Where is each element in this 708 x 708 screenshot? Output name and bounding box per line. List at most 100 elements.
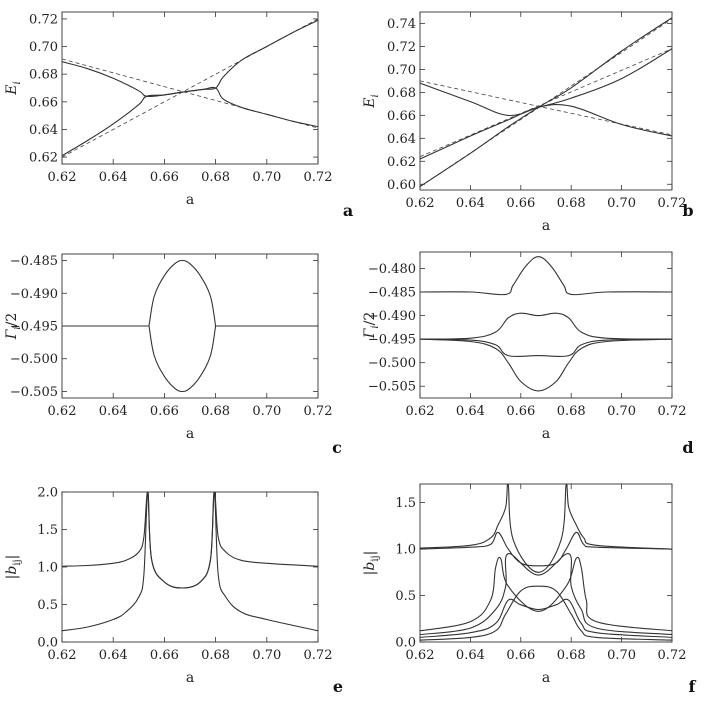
- y-tick-label-b-4: 0.68: [387, 86, 416, 101]
- series-b-E3: [420, 17, 672, 188]
- panel-label-f: f: [689, 677, 697, 696]
- series-d-upper-middle: [420, 312, 672, 340]
- y-tick-label-b-1: 0.62: [387, 155, 416, 170]
- x-tick-label-e-0: 0.62: [48, 648, 77, 663]
- x-tick-label-e-4: 0.70: [252, 648, 281, 663]
- x-tick-label-f-4: 0.70: [607, 648, 636, 663]
- x-tick-label-b-0: 0.62: [406, 196, 435, 211]
- y-axis-label-c: Γi/2: [4, 313, 23, 341]
- series-f-s3: [420, 556, 672, 632]
- x-tick-label-c-4: 0.70: [252, 404, 281, 419]
- y-tick-label-a-3: 0.68: [29, 68, 58, 83]
- y-axis-label-e: |bij|: [4, 555, 23, 580]
- y-tick-label-d-2: −0.490: [368, 309, 416, 324]
- plot-frame-a: [61, 11, 319, 165]
- x-tick-label-e-2: 0.66: [150, 648, 179, 663]
- panel-label-b: b: [682, 201, 693, 220]
- panel-d: 0.62 0.64 0.66 0.68 0.70 0.72 −0.480 −0.485 −0.4…: [362, 251, 694, 457]
- x-tick-label-e-3: 0.68: [201, 648, 230, 663]
- y-tick-label-a-5: 0.72: [29, 12, 58, 27]
- y-tick-label-a-4: 0.70: [29, 40, 58, 55]
- series-c-lower-branch: [148, 325, 217, 393]
- y-axis-label-a: Ei: [4, 81, 23, 95]
- series-c-upper-branch: [148, 259, 217, 327]
- y-tick-label-f-2: 1.0: [395, 543, 416, 558]
- x-tick-label-c-2: 0.66: [150, 404, 179, 419]
- panel-label-c: c: [332, 438, 342, 457]
- x-tick-label-d-0: 0.62: [406, 404, 435, 419]
- y-tick-label-b-5: 0.70: [387, 63, 416, 78]
- panel-label-d: d: [682, 438, 693, 457]
- y-tick-label-c-0: −0.485: [10, 254, 58, 269]
- y-tick-label-e-0: 0.0: [37, 636, 58, 651]
- x-tick-label-d-5: 0.72: [658, 404, 687, 419]
- series-d-lower-middle: [420, 338, 672, 358]
- panel-label-a: a: [343, 201, 353, 220]
- y-tick-label-d-1: −0.485: [368, 286, 416, 301]
- x-tick-label-b-1: 0.64: [456, 196, 485, 211]
- x-tick-label-f-1: 0.64: [456, 648, 485, 663]
- panel-label-e: e: [333, 677, 343, 696]
- series-e-lower: [62, 492, 318, 632]
- x-tick-label-a-2: 0.66: [150, 170, 179, 185]
- y-tick-label-b-0: 0.60: [387, 178, 416, 193]
- x-axis-label-c: a: [186, 426, 194, 442]
- y-tick-label-d-3: −0.495: [368, 333, 416, 348]
- y-tick-label-e-1: 0.5: [37, 598, 58, 613]
- panel-e: 0.62 0.64 0.66 0.68 0.70 0.72 0.0 0.5 1.0 1.5 2.0 a…: [4, 486, 343, 697]
- series-f-s6: [420, 585, 672, 641]
- x-axis-label-e: a: [186, 670, 194, 686]
- plot-frame-e: [61, 491, 319, 643]
- x-axis-label-a: a: [186, 192, 194, 208]
- y-tick-label-a-1: 0.64: [29, 123, 58, 138]
- series-a-E1: [62, 19, 318, 98]
- y-tick-label-b-2: 0.64: [387, 132, 416, 147]
- series-f-s4: [420, 553, 672, 636]
- x-tick-label-c-3: 0.68: [201, 404, 230, 419]
- series-d-bottom: [420, 338, 672, 392]
- x-tick-label-f-2: 0.66: [506, 648, 535, 663]
- y-tick-label-e-4: 2.0: [37, 486, 58, 501]
- x-tick-label-c-1: 0.64: [99, 404, 128, 419]
- x-tick-label-f-0: 0.62: [406, 648, 435, 663]
- series-e-upper: [62, 492, 318, 589]
- y-tick-label-c-3: −0.500: [10, 352, 58, 367]
- plot-frame-d: [419, 251, 673, 399]
- y-tick-label-d-4: −0.500: [368, 356, 416, 371]
- x-tick-label-f-5: 0.72: [658, 648, 687, 663]
- y-tick-label-b-3: 0.66: [387, 109, 416, 124]
- x-tick-label-b-3: 0.68: [557, 196, 586, 211]
- panel-b: 0.62 0.64 0.66 0.68 0.70 0.72 0.60 0.62 0.64 0.66…: [362, 11, 694, 234]
- y-tick-label-f-0: 0.0: [395, 636, 416, 651]
- y-tick-label-e-2: 1.0: [37, 561, 58, 576]
- x-tick-label-b-2: 0.66: [506, 196, 535, 211]
- x-tick-label-d-2: 0.66: [506, 404, 535, 419]
- panel-f: 0.62 0.64 0.66 0.68 0.70 0.72 0.0 0.5 1.0 1.5 a |bi…: [362, 483, 697, 696]
- y-axis-label-b: Ei: [362, 94, 381, 108]
- y-tick-label-a-0: 0.62: [29, 151, 58, 166]
- x-tick-label-a-5: 0.72: [304, 170, 333, 185]
- plot-frame-f: [419, 483, 673, 643]
- y-tick-label-c-2: −0.495: [10, 320, 58, 335]
- x-tick-label-a-4: 0.70: [252, 170, 281, 185]
- y-tick-label-b-6: 0.72: [387, 40, 416, 55]
- x-axis-label-b: a: [542, 218, 550, 234]
- y-tick-label-d-5: −0.505: [368, 380, 416, 395]
- x-tick-label-a-3: 0.68: [201, 170, 230, 185]
- series-f-s2: [420, 531, 672, 567]
- x-tick-label-e-5: 0.72: [304, 648, 333, 663]
- x-tick-label-d-3: 0.68: [557, 404, 586, 419]
- x-tick-label-a-1: 0.64: [99, 170, 128, 185]
- y-tick-label-f-1: 0.5: [395, 589, 416, 604]
- x-axis-label-d: a: [542, 426, 550, 442]
- y-tick-label-c-4: −0.505: [10, 385, 58, 400]
- x-tick-label-f-3: 0.68: [557, 648, 586, 663]
- x-tick-label-d-1: 0.64: [456, 404, 485, 419]
- x-tick-label-b-4: 0.70: [607, 196, 636, 211]
- y-tick-label-f-3: 1.5: [395, 496, 416, 511]
- y-tick-label-b-7: 0.74: [387, 17, 416, 32]
- panel-c: 0.62 0.64 0.66 0.68 0.70 0.72 −0.485 −0.490 −0.4…: [4, 253, 342, 457]
- y-tick-label-a-2: 0.66: [29, 95, 58, 110]
- x-tick-label-e-1: 0.64: [99, 648, 128, 663]
